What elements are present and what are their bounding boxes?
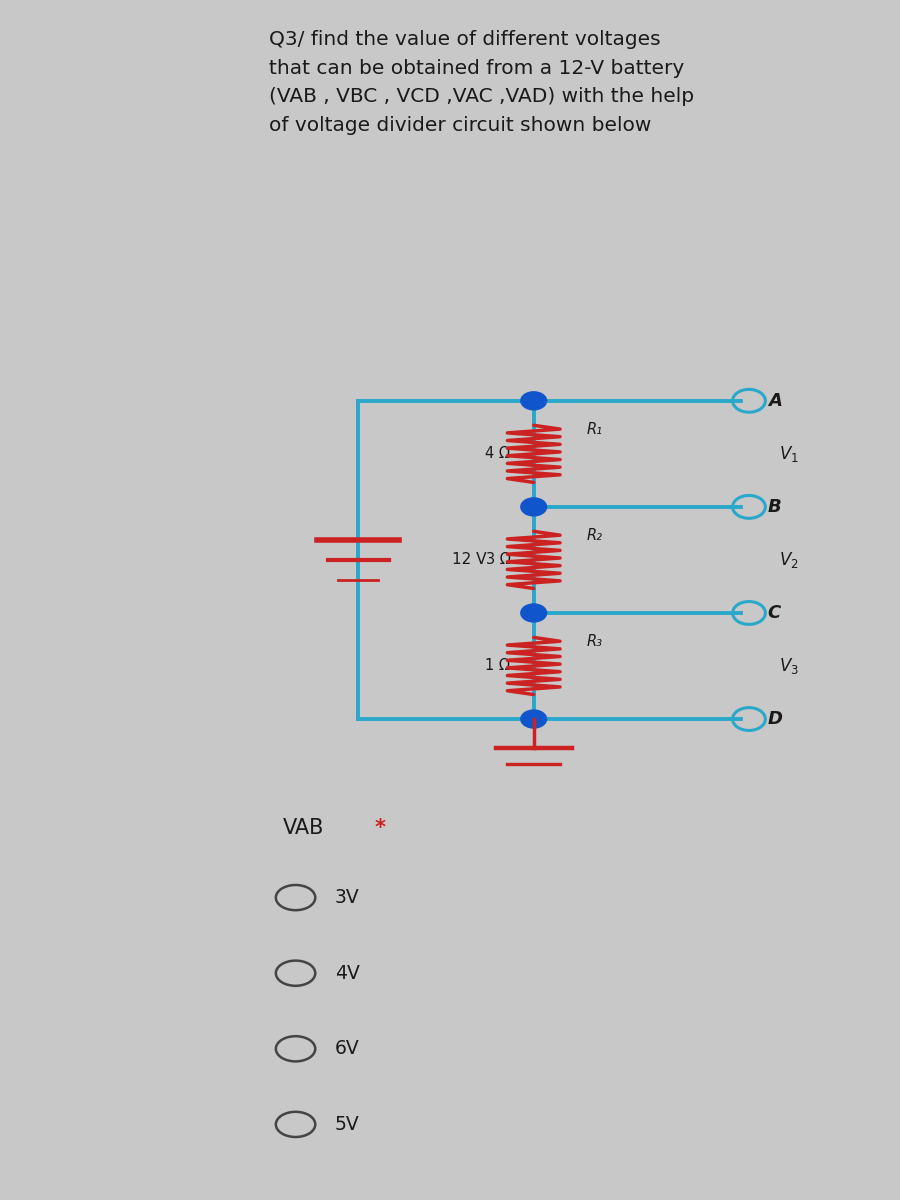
Circle shape <box>521 498 546 516</box>
Text: 3V: 3V <box>335 888 360 907</box>
Text: $V_2$: $V_2$ <box>779 550 799 570</box>
Text: 1 Ω: 1 Ω <box>485 659 510 673</box>
Text: $V_1$: $V_1$ <box>779 444 799 464</box>
Circle shape <box>521 392 546 409</box>
Text: B: B <box>768 498 781 516</box>
Text: R₁: R₁ <box>587 422 602 437</box>
Text: D: D <box>768 710 783 728</box>
Text: A: A <box>768 391 781 409</box>
Text: 4 Ω: 4 Ω <box>485 446 510 461</box>
Text: R₃: R₃ <box>587 634 602 649</box>
Text: R₂: R₂ <box>587 528 602 542</box>
Text: $V_3$: $V_3$ <box>779 656 799 676</box>
Text: 12 V: 12 V <box>452 552 486 568</box>
Text: 3 Ω: 3 Ω <box>486 552 510 568</box>
Text: VAB: VAB <box>283 818 324 838</box>
Circle shape <box>521 604 546 622</box>
Text: 6V: 6V <box>335 1039 360 1058</box>
Text: 5V: 5V <box>335 1115 360 1134</box>
Text: 4V: 4V <box>335 964 360 983</box>
Text: *: * <box>374 818 385 838</box>
Text: C: C <box>768 604 781 622</box>
Circle shape <box>521 710 546 728</box>
Text: Q3/ find the value of different voltages
that can be obtained from a 12-V batter: Q3/ find the value of different voltages… <box>269 30 695 136</box>
